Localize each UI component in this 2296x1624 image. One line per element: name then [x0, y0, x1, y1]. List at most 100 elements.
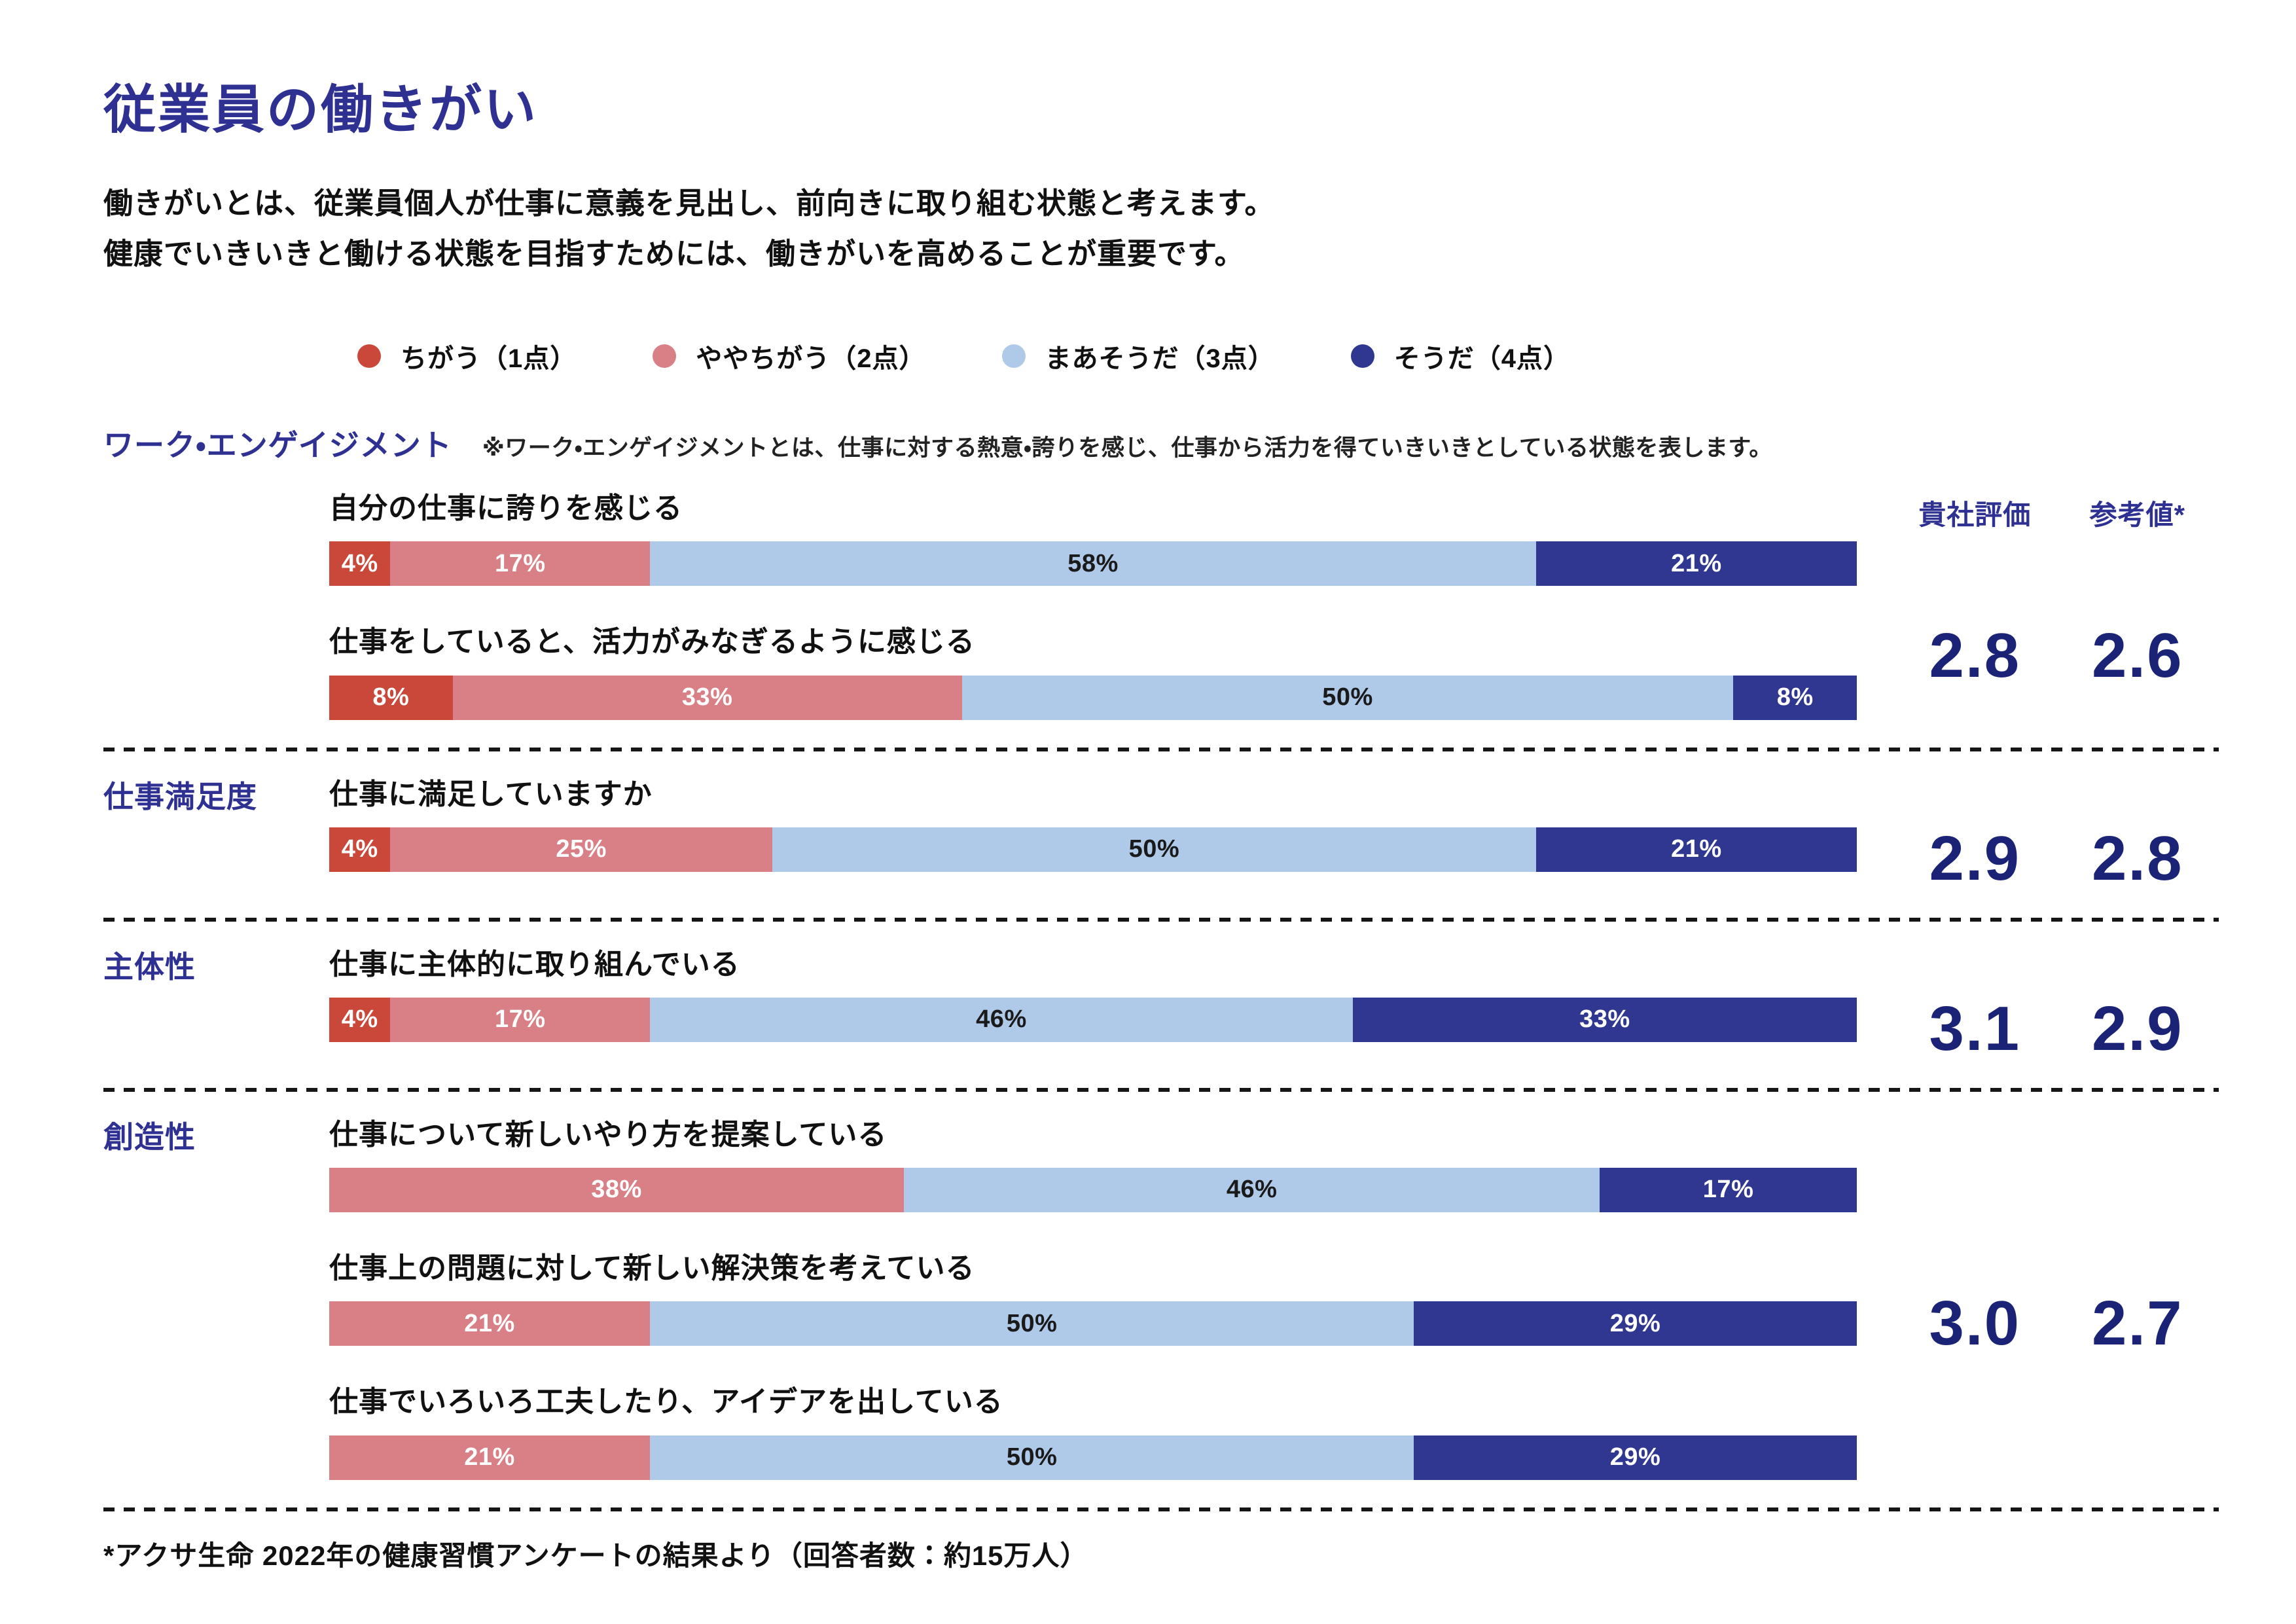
section-grid: 仕事満足度 仕事に満足していますか 4% 25% 50% 21% 2.9 2.8	[103, 778, 2219, 890]
bar-segment-2: 21%	[329, 1435, 651, 1480]
section-label: 主体性	[103, 949, 196, 984]
section-label: 仕事満足度	[103, 779, 257, 814]
question-block-1: 仕事について新しいやり方を提案している 38% 46% 17%	[329, 1119, 1857, 1212]
reference-score-header: 参考値*	[2089, 499, 2185, 530]
segment-percent-label: 21%	[1671, 549, 1722, 577]
question-block-1: 自分の仕事に誇りを感じる 4% 17% 58% 21%	[329, 492, 1857, 586]
dashed-separator	[103, 1087, 2219, 1092]
section-grid: 主体性 仕事に主体的に取り組んでいる 4% 17% 46% 33% 3.1 2.9	[103, 948, 2219, 1060]
bar-segment-3: 46%	[650, 997, 1353, 1042]
footnote: *アクサ生命 2022年の健康習慣アンケートの結果より（回答者数：約15万人）	[103, 1540, 1088, 1571]
bar-segment-2: 38%	[329, 1167, 905, 1212]
bar-segment-3: 50%	[650, 1301, 1414, 1346]
question-block-2: 仕事をしていると、活力がみなぎるように感じる 8% 33% 50% 8%	[329, 626, 1857, 720]
legend-item-label: ちがう（1点）	[401, 344, 577, 373]
bar-segment-3: 50%	[772, 827, 1536, 872]
score-values: 3.1 2.9	[1893, 993, 2219, 1064]
bar-segment-2: 17%	[390, 541, 651, 586]
legend: ちがう（1点） ややちがう（2点） まあそうだ（3点） そうだ（4点）	[357, 337, 2219, 375]
bar-segment-1: 4%	[329, 997, 391, 1042]
page-title: 従業員の働きがい	[103, 81, 538, 139]
segment-percent-label: 17%	[1702, 1176, 1754, 1204]
stacked-bar: 21% 50% 29%	[329, 1301, 1857, 1346]
stacked-bar: 4% 17% 46% 33%	[329, 997, 1857, 1042]
legend-item-1: ちがう（1点）	[357, 337, 577, 375]
segment-percent-label: 21%	[464, 1309, 515, 1337]
question-label: 仕事でいろいろ工夫したり、アイデアを出している	[329, 1386, 1003, 1418]
bar-segment-1: 8%	[329, 675, 453, 720]
bar-segment-1: 4%	[329, 541, 391, 586]
segment-percent-label: 17%	[494, 1005, 546, 1034]
company-score-value: 2.9	[1929, 823, 2020, 893]
company-score-value: 3.0	[1929, 1288, 2020, 1359]
section-grid: 創造性 仕事について新しいやり方を提案している 38% 46% 17% 仕事上の問題に対し…	[103, 1119, 2219, 1480]
question-block-3: 仕事でいろいろ工夫したり、アイデアを出している 21% 50% 29%	[329, 1386, 1857, 1480]
score-grid: 2.8 2.6	[1893, 624, 2219, 687]
segment-percent-label: 21%	[1671, 835, 1722, 863]
dashed-separator	[103, 747, 2219, 751]
legend-item-3: まあそうだ（3点）	[1001, 337, 1275, 375]
legend-item-label: ややちがう（2点）	[696, 344, 926, 373]
score-values: 2.9 2.8	[1893, 827, 2219, 890]
segment-percent-label: 33%	[1579, 1005, 1630, 1034]
segment-percent-label: 46%	[1226, 1176, 1278, 1204]
stacked-bar: 38% 46% 17%	[329, 1167, 1857, 1212]
segment-percent-label: 29%	[1609, 1309, 1661, 1337]
legend-item-2: ややちがう（2点）	[653, 337, 925, 375]
scores-column: 貴社評価 参考値* 2.8 2.6	[1857, 493, 2219, 720]
score-grid: 3.1 2.9	[1893, 993, 2219, 1064]
reference-score-value: 2.7	[2092, 1288, 2183, 1359]
segment-percent-label: 29%	[1609, 1443, 1661, 1471]
section-1: ワーク・エンゲイジメント ※ワーク・エンゲイジメントとは、仕事に対する熱意・誇りを…	[103, 429, 2219, 748]
segment-percent-label: 4%	[341, 1005, 378, 1034]
legend-item-label: そうだ（4点）	[1393, 344, 1570, 373]
score-grid: 2.9 2.8	[1893, 827, 2219, 890]
reference-score-value: 2.9	[2092, 993, 2183, 1064]
question-label: 仕事をしていると、活力がみなぎるように感じる	[329, 626, 975, 659]
bar-segment-2: 25%	[390, 827, 772, 872]
segment-percent-label: 33%	[681, 683, 733, 712]
segment-percent-label: 38%	[591, 1176, 642, 1204]
section-header: ワーク・エンゲイジメント ※ワーク・エンゲイジメントとは、仕事に対する熱意・誇りを…	[103, 429, 2219, 463]
score-values: 3.0 2.7	[1893, 1168, 2219, 1480]
dashed-separator	[103, 1507, 2219, 1511]
bar-segment-3: 58%	[650, 541, 1536, 586]
segment-percent-label: 58%	[1067, 549, 1119, 577]
legend-dot-icon	[1350, 344, 1374, 368]
scores-column: 3.0 2.7	[1857, 1119, 2219, 1480]
question-block-1: 仕事に主体的に取り組んでいる 4% 17% 46% 33%	[329, 948, 1857, 1042]
section-note: ※ワーク・エンゲイジメントとは、仕事に対する熱意・誇りを感じ、仕事から活力を得て…	[482, 435, 1772, 461]
segment-percent-label: 50%	[1006, 1309, 1058, 1337]
bar-segment-4: 8%	[1733, 675, 1857, 720]
bar-segment-4: 21%	[1535, 541, 1857, 586]
description-line-1: 働きがいとは、従業員個人が仕事に意義を見出し、前向きに取り組む状態と考えます。	[103, 187, 1275, 220]
reference-score-value: 2.8	[2092, 823, 2183, 893]
stacked-bar: 8% 33% 50% 8%	[329, 675, 1857, 720]
segment-percent-label: 25%	[556, 835, 607, 863]
company-score-value: 3.1	[1929, 993, 2020, 1064]
stacked-bar: 4% 17% 58% 21%	[329, 541, 1857, 586]
score-grid: 3.0 2.7	[1893, 1292, 2219, 1355]
scores-column: 3.1 2.9	[1857, 949, 2219, 1060]
score-headers: 貴社評価 参考値*	[1893, 493, 2219, 533]
legend-dot-icon	[653, 344, 677, 368]
question-block-1: 仕事に満足していますか 4% 25% 50% 21%	[329, 778, 1857, 872]
legend-dot-icon	[1001, 344, 1026, 368]
bars-column: 仕事について新しいやり方を提案している 38% 46% 17% 仕事上の問題に対して新し…	[329, 1119, 1857, 1480]
section-label-column: 主体性	[103, 949, 329, 1060]
legend-item-4: そうだ（4点）	[1350, 337, 1570, 375]
bar-segment-2: 17%	[390, 997, 651, 1042]
stacked-bar: 21% 50% 29%	[329, 1435, 1857, 1480]
bar-segment-3: 46%	[904, 1167, 1600, 1212]
description-line-2: 健康でいきいきと働ける状態を目指すためには、働きがいを高めることが重要です。	[103, 237, 1245, 271]
bar-segment-2: 33%	[452, 675, 962, 720]
bars-column: 仕事に主体的に取り組んでいる 4% 17% 46% 33%	[329, 948, 1857, 1060]
page-description: 働きがいとは、従業員個人が仕事に意義を見出し、前向きに取り組む状態と考えます。 …	[103, 178, 2219, 280]
section-label: 創造性	[103, 1119, 196, 1154]
company-score-header: 貴社評価	[1918, 499, 2032, 530]
segment-percent-label: 50%	[1322, 683, 1373, 712]
segment-percent-label: 17%	[494, 549, 546, 577]
bars-column: 自分の仕事に誇りを感じる 4% 17% 58% 21% 仕事をしていると、活力がみなぎるよ…	[329, 492, 1857, 720]
reference-score-value: 2.6	[2092, 620, 2183, 691]
